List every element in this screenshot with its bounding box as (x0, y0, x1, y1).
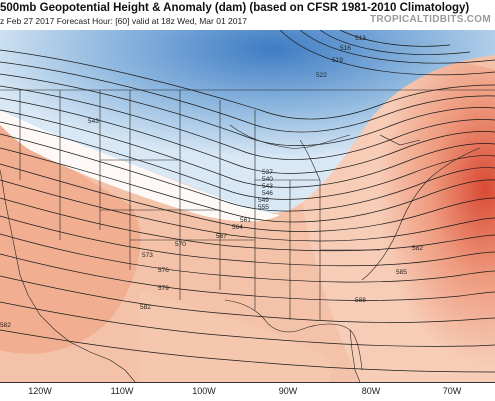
contour-label: 576 (158, 267, 169, 274)
contour-label: 546 (262, 190, 273, 197)
contour-label: 585 (396, 269, 407, 276)
longitude-tick: 70W (442, 386, 462, 396)
contour-label: 573 (142, 252, 153, 259)
contour-label: 516 (340, 45, 351, 52)
contour-label: 543 (262, 183, 273, 190)
longitude-tick: 110W (110, 386, 134, 396)
map-title: 500mb Geopotential Height & Anomaly (dam… (0, 2, 470, 14)
longitude-tick: 100W (192, 386, 216, 396)
positive-south (140, 290, 330, 382)
contour-label: 582 (412, 245, 423, 252)
contour-label: 549 (258, 197, 269, 204)
contour-label: 522 (316, 72, 327, 79)
contour-labels: 513 516 519 522 543 537 540 543 546 549 … (0, 35, 423, 329)
map-area: 513 516 519 522 543 537 540 543 546 549 … (0, 29, 495, 383)
contour-label: 513 (355, 35, 366, 42)
neutral-band (0, 110, 280, 222)
longitude-tick: 80W (361, 386, 381, 396)
header: 500mb Geopotential Height & Anomaly (dam… (0, 0, 495, 30)
longitude-axis: 120W 110W 100W 90W 80W 70W (0, 382, 495, 401)
geographic-outlines (0, 89, 495, 383)
contour-label: 519 (332, 57, 343, 64)
forecast-info: z Feb 27 2017 Forecast Hour: [60] valid … (0, 16, 247, 26)
contour-label: 582 (0, 322, 11, 329)
longitude-tick: 120W (28, 386, 52, 396)
brand-watermark: TROPICALTIDBITS.COM (369, 14, 491, 25)
contour-label: 570 (175, 241, 186, 248)
positive-west (0, 120, 141, 354)
longitude-tick: 90W (278, 386, 298, 396)
contour-label: 588 (355, 297, 366, 304)
contour-label: 540 (262, 176, 273, 183)
contour-label: 564 (232, 224, 243, 231)
contour-label: 543 (88, 118, 99, 125)
contour-label: 555 (258, 204, 269, 211)
contour-label: 582 (140, 304, 151, 311)
contour-label: 579 (158, 285, 169, 292)
anomaly-map: 513 516 519 522 543 537 540 543 546 549 … (0, 29, 495, 383)
contour-label: 561 (240, 217, 251, 224)
contour-label: 567 (216, 233, 227, 240)
negative-anomaly-trough (0, 30, 495, 214)
contour-label: 537 (262, 169, 273, 176)
height-contours (0, 29, 495, 373)
